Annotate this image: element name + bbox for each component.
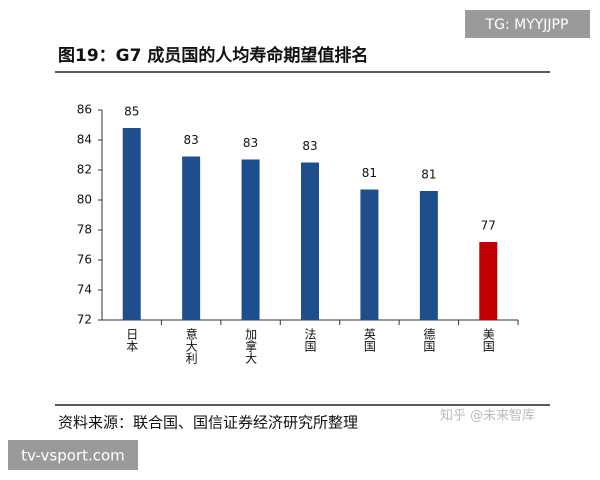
chart-title: 图19：G7 成员国的人均寿命期望值排名: [58, 45, 368, 66]
value-label: 81: [421, 168, 436, 182]
bar: [122, 128, 141, 320]
bar: [301, 162, 319, 320]
y-tick-label: 74: [77, 283, 92, 297]
bar: [241, 159, 260, 320]
watermark: TG: MYYJJPP: [485, 17, 569, 33]
bar: [182, 156, 201, 320]
y-tick-label: 78: [77, 223, 92, 237]
value-label: 83: [184, 133, 199, 147]
y-tick-label: 86: [77, 103, 92, 117]
x-tick-label: 法国: [303, 328, 317, 352]
value-label: 83: [302, 139, 317, 153]
x-tick-label: 加拿大: [244, 328, 258, 364]
bar: [360, 189, 379, 320]
x-tick-label: 德国: [422, 327, 436, 352]
bar: [419, 191, 438, 320]
value-label: 77: [481, 219, 496, 233]
y-tick-label: 72: [77, 313, 92, 327]
watermark: 知乎 @未来智库: [440, 408, 535, 424]
watermark-box: [8, 440, 138, 470]
y-tick-label: 80: [77, 193, 92, 207]
value-label: 81: [362, 166, 377, 180]
value-label: 85: [124, 105, 139, 119]
source: 资料来源：联合国、国信证券经济研究所整理: [58, 414, 358, 432]
y-tick-label: 82: [77, 163, 92, 177]
x-tick-label: 日本: [125, 328, 139, 353]
watermark-box: [465, 10, 590, 38]
y-tick-label: 76: [77, 253, 92, 267]
x-tick-label: 美国: [481, 328, 495, 352]
x-tick-label: 英国: [362, 328, 376, 352]
y-tick-label: 84: [77, 133, 92, 147]
bar: [479, 242, 498, 320]
x-tick-label: 意大利: [184, 327, 198, 364]
value-label: 83: [243, 136, 258, 150]
watermark: tv-vsport.com: [21, 447, 125, 465]
